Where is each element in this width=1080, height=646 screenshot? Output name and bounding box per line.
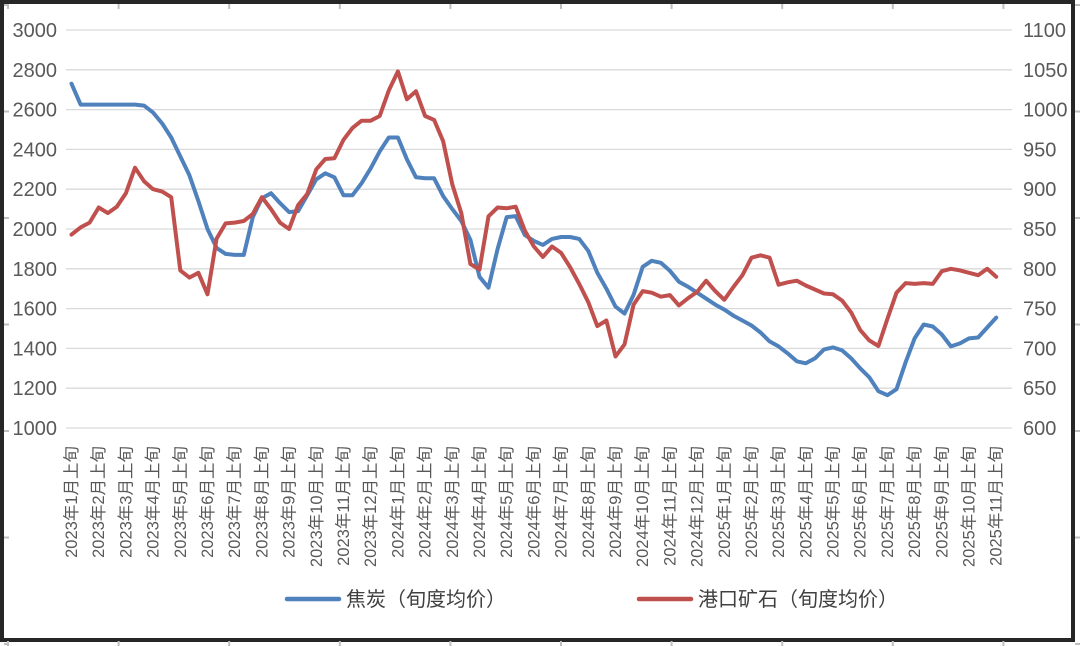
right-axis-tick-label: 600	[1023, 418, 1056, 440]
legend-label-port-ore: 港口矿石（旬度均价）	[698, 588, 898, 611]
x-axis-tick-label: 2023年1月上旬	[62, 446, 81, 558]
right-axis-tick-label: 900	[1023, 179, 1056, 201]
x-axis-tick-label: 2023年12月上旬	[361, 446, 380, 567]
x-axis-tick-label: 2024年3月上旬	[443, 446, 462, 558]
x-axis-tick-label: 2025年2月上旬	[742, 446, 761, 558]
x-axis-tick-label: 2023年10月上旬	[307, 446, 326, 567]
x-axis-tick-label: 2023年6月上旬	[198, 446, 217, 558]
x-axis-tick-label: 2024年9月上旬	[606, 446, 625, 558]
x-axis-tick-label: 2023年7月上旬	[225, 446, 244, 558]
x-axis-tick-label: 2023年11月上旬	[334, 446, 353, 566]
left-axis-tick-label: 1600	[13, 299, 58, 321]
legend-label-coke: 焦炭（旬度均价）	[346, 588, 506, 611]
left-axis-tick-label: 1800	[13, 259, 58, 281]
series-line-1	[69, 69, 999, 359]
x-axis-tick-labels: 2023年1月上旬 2023年2月上旬 2023年3月上旬 2023年4月上旬 2023…	[62, 446, 1006, 567]
right-axis-tick-labels: 1100 1050 1000 950 900 850 800 750 700 650 600	[1023, 20, 1068, 440]
x-axis-tick-label: 2023年9月上旬	[280, 446, 299, 558]
x-axis-tick-label: 2024年12月上旬	[688, 446, 707, 567]
left-axis-tick-label: 2400	[13, 139, 58, 161]
legend: 焦炭（旬度均价） 港口矿石（旬度均价）	[284, 588, 898, 611]
x-axis-tick-label: 2025年5月上旬	[824, 446, 843, 558]
left-axis-tick-label: 1400	[13, 338, 58, 360]
x-axis-tick-label: 2025年9月上旬	[932, 446, 951, 558]
x-axis-tick-label: 2023年2月上旬	[89, 446, 108, 558]
x-axis-tick-label: 2025年4月上旬	[796, 446, 815, 558]
left-axis-tick-label: 2600	[13, 100, 58, 122]
x-axis-tick-label: 2025年3月上旬	[769, 446, 788, 558]
x-axis-tick-label: 2025年7月上旬	[878, 446, 897, 558]
x-axis-tick-label: 2025年6月上旬	[851, 446, 870, 558]
right-axis-tick-label: 1000	[1023, 100, 1068, 122]
left-axis-tick-label: 2800	[13, 60, 58, 82]
x-axis-tick-label: 2025年8月上旬	[905, 446, 924, 558]
x-axis-tick-label: 2025年11月上旬	[987, 446, 1006, 566]
left-axis-tick-labels: 3000 2800 2600 2400 2200 2000 1800 1600 1400 1200…	[13, 20, 58, 440]
right-axis-tick-label: 700	[1023, 338, 1056, 360]
right-axis-tick-label: 1050	[1023, 60, 1068, 82]
x-axis-tick-label: 2024年1月上旬	[388, 446, 407, 558]
x-axis-tick-label: 2024年11月上旬	[660, 446, 679, 566]
right-axis-tick-label: 1100	[1023, 20, 1066, 42]
left-axis-tick-label: 2200	[13, 179, 58, 201]
series-line-0	[69, 81, 999, 398]
left-axis-tick-label: 2000	[13, 219, 58, 241]
x-axis-tick-label: 2024年2月上旬	[416, 446, 435, 558]
x-axis-tick-label: 2023年4月上旬	[144, 446, 163, 558]
right-axis-tick-label: 750	[1023, 299, 1056, 321]
x-axis-tick-label: 2024年6月上旬	[524, 446, 543, 558]
right-axis-tick-label: 850	[1023, 219, 1056, 241]
left-axis-tick-label: 1000	[13, 418, 58, 440]
x-axis-tick-label: 2024年10月上旬	[633, 446, 652, 567]
right-axis-tick-label: 650	[1023, 378, 1056, 400]
x-axis-tick-label: 2024年4月上旬	[470, 446, 489, 558]
x-axis-tick-label: 2025年10月上旬	[960, 446, 979, 567]
x-axis-tick-label: 2023年3月上旬	[116, 446, 135, 558]
right-axis-tick-label: 950	[1023, 139, 1056, 161]
left-axis-tick-label: 1200	[13, 378, 58, 400]
left-axis-tick-label: 3000	[13, 20, 58, 42]
x-axis-tick-label: 2024年5月上旬	[497, 446, 516, 558]
series-lines	[69, 69, 999, 398]
right-axis-tick-label: 800	[1023, 259, 1056, 281]
x-axis-tick-label: 2024年7月上旬	[552, 446, 571, 558]
x-axis-tick-label: 2023年8月上旬	[252, 446, 271, 558]
x-axis-tick-label: 2024年8月上旬	[579, 446, 598, 558]
x-axis-tick-label: 2025年1月上旬	[715, 446, 734, 558]
x-axis-tick-label: 2023年5月上旬	[171, 446, 190, 558]
